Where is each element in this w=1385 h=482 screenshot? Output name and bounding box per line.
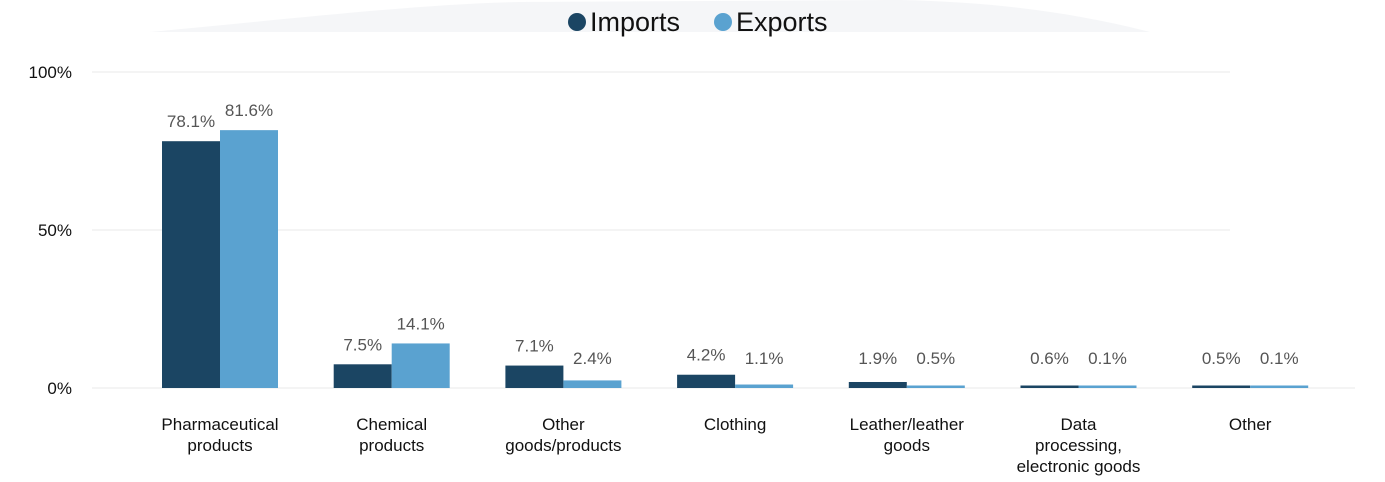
x-category-label: Data	[1061, 415, 1097, 434]
legend-label-exports: Exports	[736, 7, 828, 37]
bar-imports	[1020, 385, 1079, 388]
data-label-imports: 4.2%	[687, 346, 726, 365]
data-label-exports: 0.1%	[1260, 349, 1299, 368]
bar-exports	[906, 385, 965, 388]
bar-exports	[1078, 385, 1137, 388]
bar-exports	[220, 130, 278, 389]
data-label-exports: 0.1%	[1088, 349, 1127, 368]
x-category-label: products	[187, 436, 252, 455]
data-label-exports: 81.6%	[225, 101, 273, 120]
bar-exports	[391, 343, 450, 388]
data-label-exports: 1.1%	[745, 349, 784, 368]
data-label-exports: 2.4%	[573, 349, 612, 368]
x-category-label: products	[359, 436, 424, 455]
data-label-imports: 1.9%	[858, 349, 897, 368]
legend-marker-imports	[568, 13, 586, 31]
legend-marker-exports	[714, 13, 732, 31]
bar-imports	[677, 374, 736, 388]
legend-label-imports: Imports	[590, 7, 680, 37]
bar-imports	[505, 365, 564, 388]
bar-exports	[563, 380, 622, 388]
x-category-label: Other	[542, 415, 585, 434]
data-label-imports: 0.5%	[1202, 349, 1241, 368]
bar-exports	[735, 384, 794, 388]
x-category-label: Leather/leather	[850, 415, 965, 434]
data-label-imports: 7.1%	[515, 337, 554, 356]
y-tick-label: 100%	[29, 63, 72, 82]
map-background-shape	[150, 0, 1150, 32]
x-category-label: processing,	[1035, 436, 1122, 455]
y-tick-label: 0%	[47, 379, 72, 398]
bar-imports	[162, 141, 220, 388]
bar-imports	[848, 381, 907, 388]
x-category-label: electronic goods	[1017, 457, 1141, 476]
data-label-imports: 7.5%	[343, 335, 382, 354]
data-label-exports: 0.5%	[916, 349, 955, 368]
x-category-label: Pharmaceutical	[161, 415, 278, 434]
bar-imports	[333, 364, 392, 388]
x-category-label: goods/products	[505, 436, 621, 455]
data-label-exports: 14.1%	[397, 314, 445, 333]
data-label-imports: 0.6%	[1030, 349, 1069, 368]
y-tick-label: 50%	[38, 221, 72, 240]
data-label-imports: 78.1%	[167, 112, 215, 131]
bar-imports	[1192, 385, 1251, 388]
x-category-label: Clothing	[704, 415, 766, 434]
x-category-label: Chemical	[356, 415, 427, 434]
bar-exports	[1250, 385, 1309, 388]
x-category-label: goods	[884, 436, 930, 455]
x-category-label: Other	[1229, 415, 1272, 434]
